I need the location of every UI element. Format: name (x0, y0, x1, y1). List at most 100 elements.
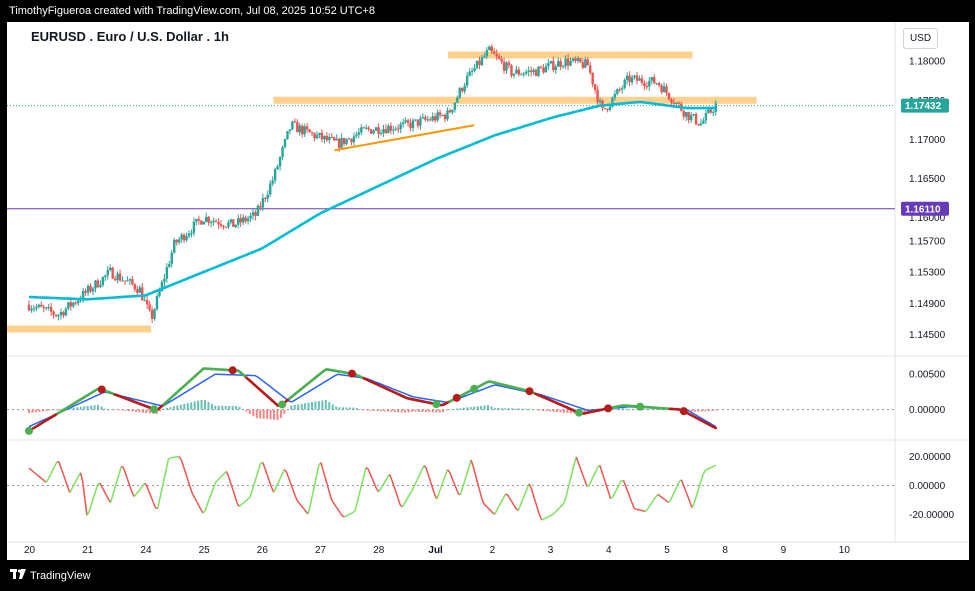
macd-histogram-bar (414, 409, 417, 412)
oscillator-segment (481, 498, 485, 505)
macd-histogram-bar (631, 408, 634, 410)
macd-histogram-bar (497, 408, 500, 410)
macd-histogram-bar (493, 407, 496, 410)
macd-histogram-bar (642, 409, 645, 410)
oscillator-segment (221, 473, 225, 477)
chart-canvas[interactable]: 1.180001.175001.170001.165001.160001.157… (7, 22, 969, 560)
candle-body (502, 61, 506, 71)
macd-histogram-bar (314, 401, 317, 410)
candle-body (195, 218, 198, 222)
oscillator-segment (88, 504, 92, 512)
oscillator-segment (395, 492, 399, 499)
candle-body (109, 267, 112, 271)
macd-histogram-bar (535, 409, 538, 411)
oscillator-segment (37, 474, 41, 478)
candle-body (74, 302, 77, 304)
macd-cross-marker (470, 384, 479, 393)
candle-body (490, 46, 493, 52)
macd-histogram-bar (304, 403, 307, 410)
candle-body (512, 73, 516, 76)
candle-body (685, 112, 688, 117)
oscillator-segment (369, 473, 374, 480)
candle-body (409, 122, 412, 129)
candle-body (123, 280, 127, 282)
candle-body (293, 121, 297, 123)
oscillator-segment (661, 496, 665, 500)
candle-body (483, 56, 486, 58)
macd-histogram-bar (231, 406, 234, 410)
oscillator-segment (642, 510, 646, 513)
candle-body (465, 75, 469, 86)
candle-body (187, 233, 191, 237)
oscillator-segment (161, 478, 165, 489)
macd-histogram-bar (210, 403, 213, 410)
oscillator-segment (711, 465, 714, 469)
candle-body (510, 65, 513, 76)
time-tick-label: 20 (24, 545, 36, 556)
oscillator-segment (45, 478, 49, 483)
candle-body (234, 224, 237, 227)
oscillator-segment (657, 493, 661, 497)
candle-body (515, 69, 518, 74)
macd-histogram-bar (400, 409, 403, 413)
macd-histogram-bar (393, 409, 396, 412)
oscillator-segment (532, 494, 537, 503)
currency-button[interactable]: USD (903, 28, 938, 49)
candle-body (254, 212, 257, 216)
oscillator-segment (348, 512, 352, 516)
candle-body (276, 166, 279, 170)
last-price-label: 1.17432 (905, 101, 942, 112)
candle-body (335, 138, 338, 141)
candle-body (298, 125, 301, 133)
candle-body (222, 225, 225, 227)
oscillator-segment (536, 508, 541, 517)
candle-body (529, 70, 533, 73)
macd-histogram-bar (286, 409, 289, 411)
candle-body (165, 267, 169, 279)
oscillator-segment (550, 513, 553, 517)
chart-panel[interactable]: 1.180001.175001.170001.165001.160001.157… (7, 22, 969, 560)
candle-body (640, 78, 644, 83)
candle-body (561, 66, 565, 68)
candle-body (77, 300, 80, 304)
oscillator-segment (324, 477, 329, 486)
candle-body (232, 219, 235, 227)
candle-body (692, 113, 695, 116)
oscillator-segment (599, 465, 603, 473)
oscillator-segment (197, 504, 202, 510)
oscillator-segment (644, 509, 648, 512)
oscillator-segment (92, 491, 97, 499)
oscillator-segment (114, 480, 118, 489)
oscillator-segment (487, 507, 491, 511)
oscillator-segment (629, 497, 633, 504)
candle-body (278, 157, 282, 167)
oscillator-segment (243, 500, 247, 504)
macd-histogram-bar (386, 409, 389, 412)
macd-histogram-bar (238, 406, 241, 410)
macd-histogram-bar (172, 406, 175, 410)
candle-body (579, 58, 582, 63)
candle-body (672, 102, 676, 105)
candle-body (414, 119, 417, 121)
candle-body (431, 116, 434, 121)
macd-histogram-bar (462, 407, 465, 410)
oscillator-segment (300, 505, 305, 510)
candle-body (507, 62, 511, 66)
oscillator-segment (49, 470, 54, 475)
candle-body (131, 279, 134, 285)
candle-body (547, 63, 550, 67)
candle-body (635, 75, 639, 81)
candle-body (424, 117, 427, 120)
oscillator-segment (534, 501, 539, 510)
oscillator-segment (463, 473, 468, 482)
candle-body (323, 135, 326, 140)
oscillator-segment (513, 504, 517, 510)
candle-body (106, 270, 109, 276)
macd-line-segment (711, 425, 718, 430)
candle-body (468, 71, 471, 76)
macd-histogram-bar (700, 409, 703, 412)
macd-histogram-bar (352, 407, 355, 410)
oscillator-segment (238, 504, 242, 508)
candle-body (473, 68, 476, 72)
oscillator-segment (519, 499, 524, 506)
